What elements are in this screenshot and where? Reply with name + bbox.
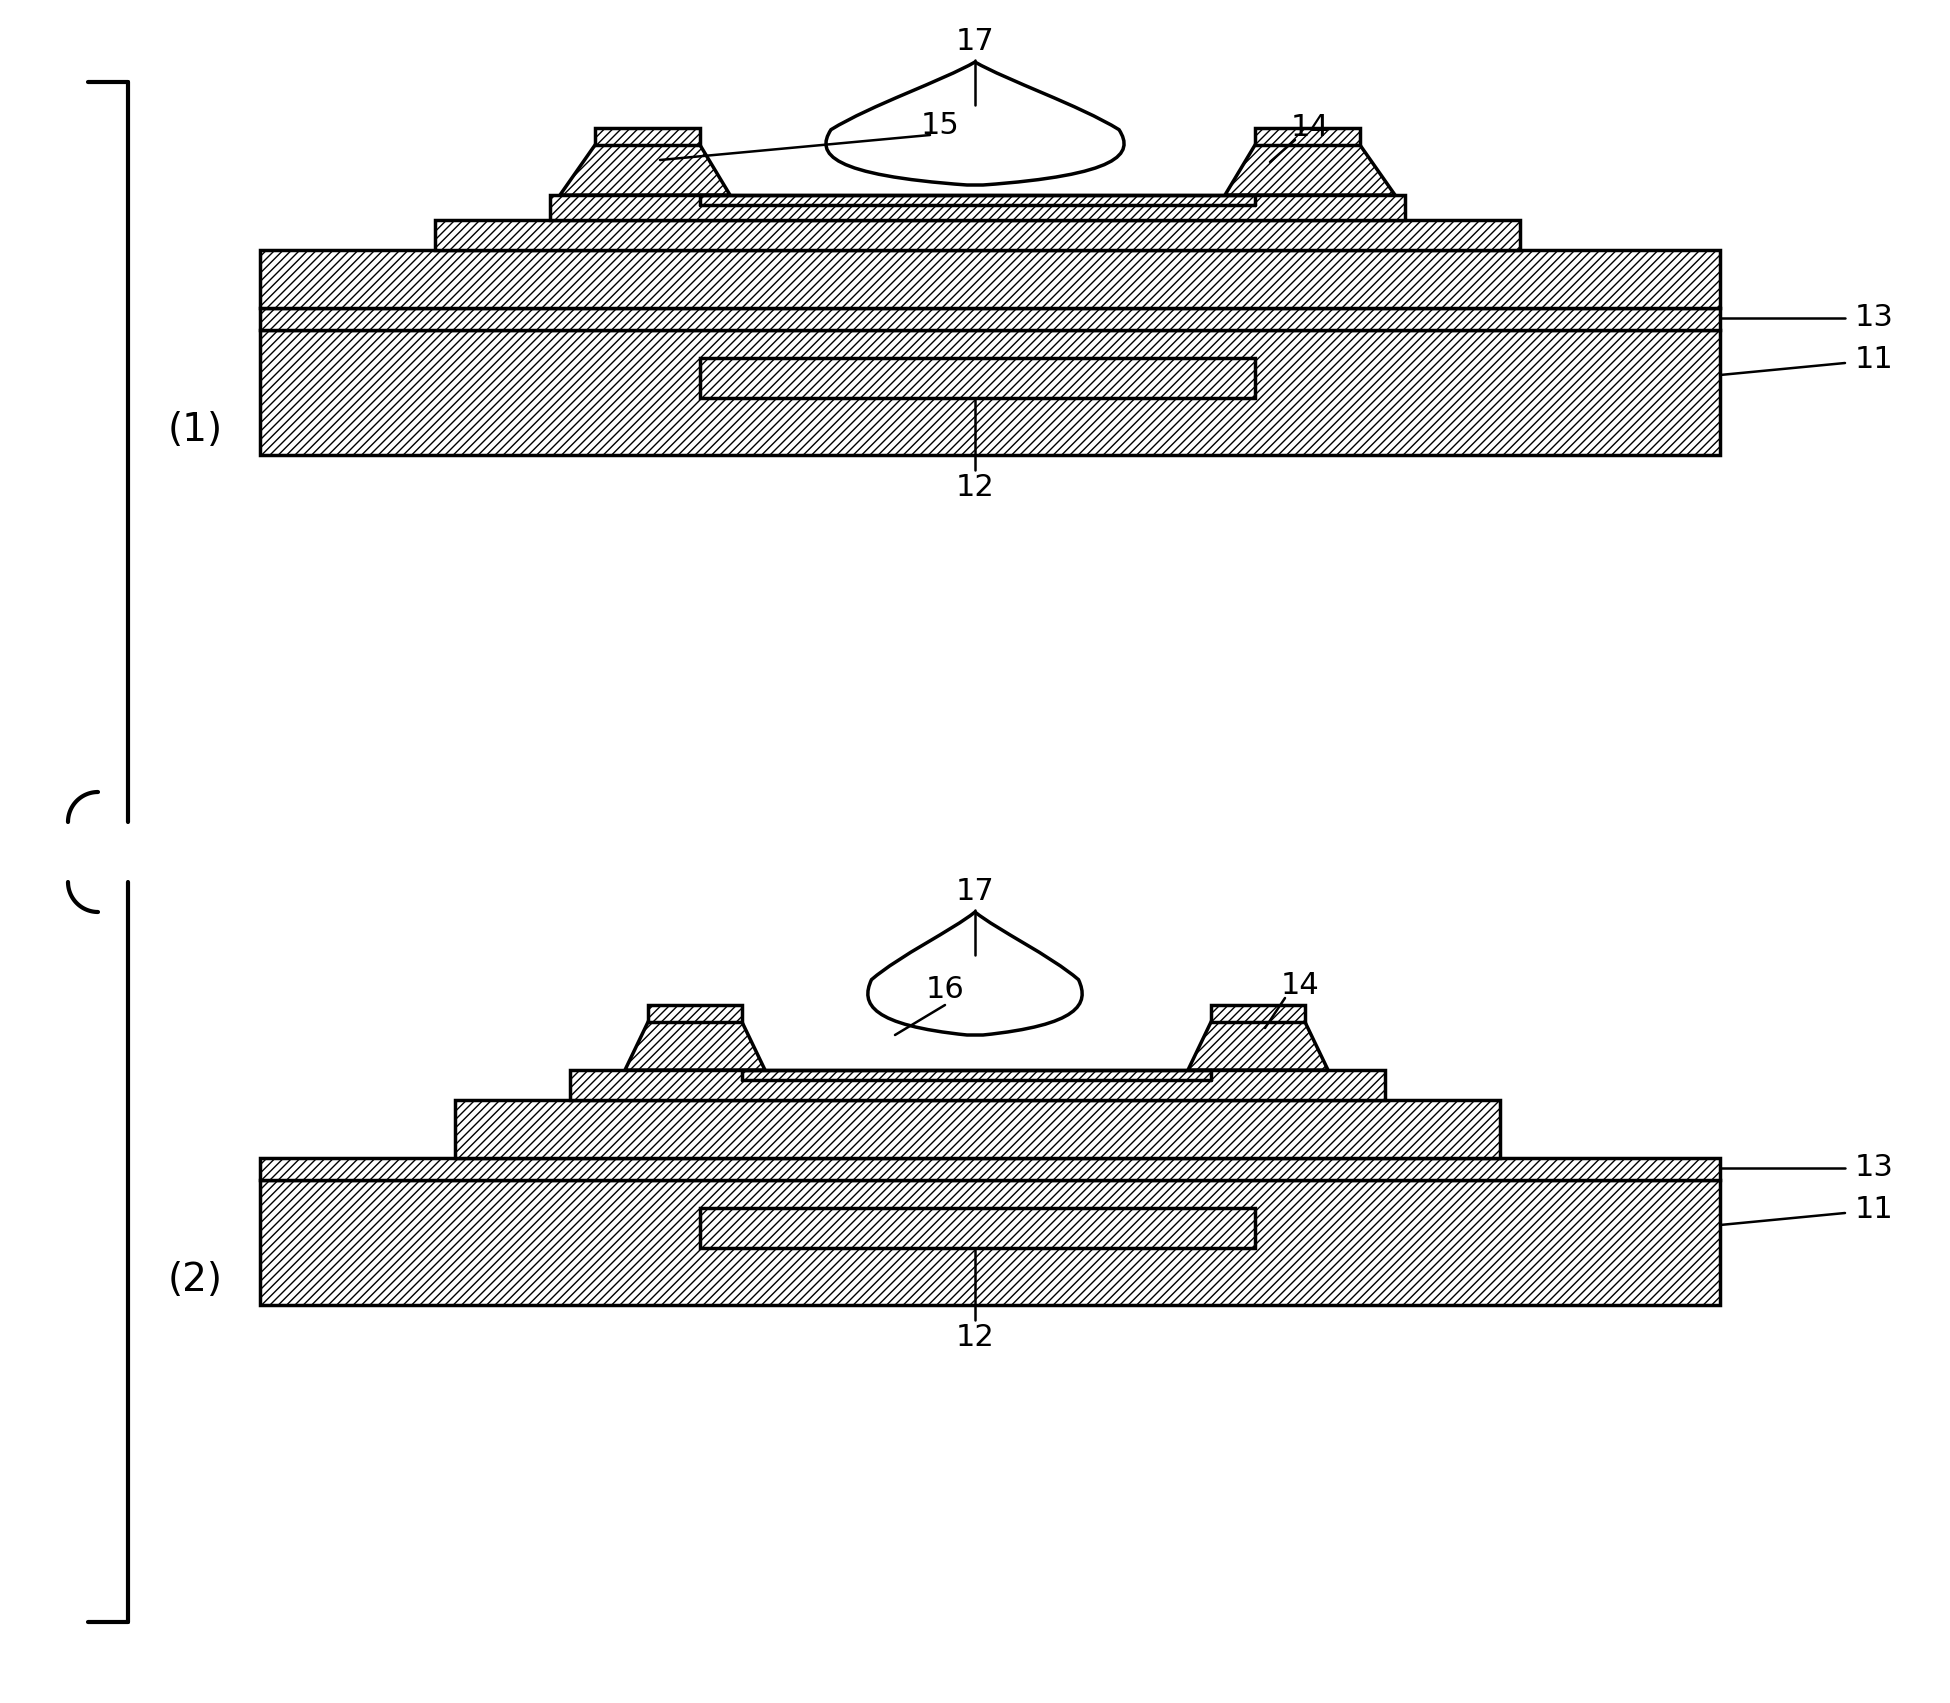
Text: 11: 11 [1854,346,1893,375]
Polygon shape [259,250,1720,308]
Text: 14: 14 [1281,971,1320,1000]
Text: (1): (1) [168,410,222,450]
Polygon shape [1256,128,1359,145]
Text: 11: 11 [1854,1196,1893,1224]
Text: 16: 16 [926,976,965,1005]
Text: (2): (2) [168,1260,222,1299]
Polygon shape [1188,1022,1328,1069]
Polygon shape [259,330,1720,455]
Text: 12: 12 [956,473,994,502]
Polygon shape [435,220,1519,250]
Polygon shape [1225,145,1394,196]
Polygon shape [647,1005,743,1022]
Text: 13: 13 [1854,1153,1893,1182]
PathPatch shape [827,61,1123,186]
Text: 15: 15 [920,111,959,140]
Polygon shape [626,1022,764,1069]
Polygon shape [595,128,700,145]
Polygon shape [259,308,1720,330]
Text: 14: 14 [1291,114,1330,143]
Polygon shape [569,1069,1384,1100]
Text: 17: 17 [956,877,994,906]
Polygon shape [259,1180,1720,1304]
Polygon shape [454,1100,1500,1158]
Polygon shape [700,1207,1256,1248]
Polygon shape [700,358,1256,399]
Text: 17: 17 [956,27,994,56]
Polygon shape [259,1158,1720,1180]
Polygon shape [550,196,1406,220]
Text: 12: 12 [956,1323,994,1352]
Polygon shape [1211,1005,1305,1022]
Text: 13: 13 [1854,303,1893,332]
PathPatch shape [868,913,1082,1035]
Polygon shape [560,145,729,196]
